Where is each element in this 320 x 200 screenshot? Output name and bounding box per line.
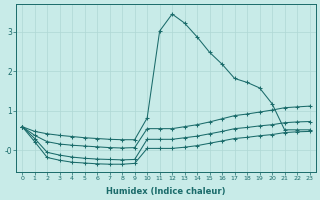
X-axis label: Humidex (Indice chaleur): Humidex (Indice chaleur): [106, 187, 226, 196]
